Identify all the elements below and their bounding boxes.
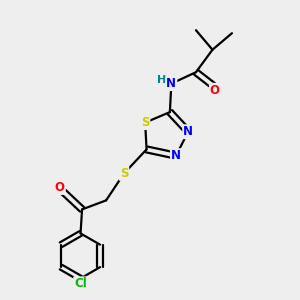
Text: Cl: Cl — [74, 277, 87, 290]
Text: H: H — [157, 75, 167, 85]
Text: N: N — [167, 77, 176, 90]
Text: S: S — [120, 167, 128, 180]
Text: N: N — [171, 149, 181, 162]
Text: N: N — [183, 125, 193, 138]
Text: O: O — [55, 181, 65, 194]
Text: O: O — [210, 84, 220, 97]
Text: S: S — [141, 116, 149, 129]
